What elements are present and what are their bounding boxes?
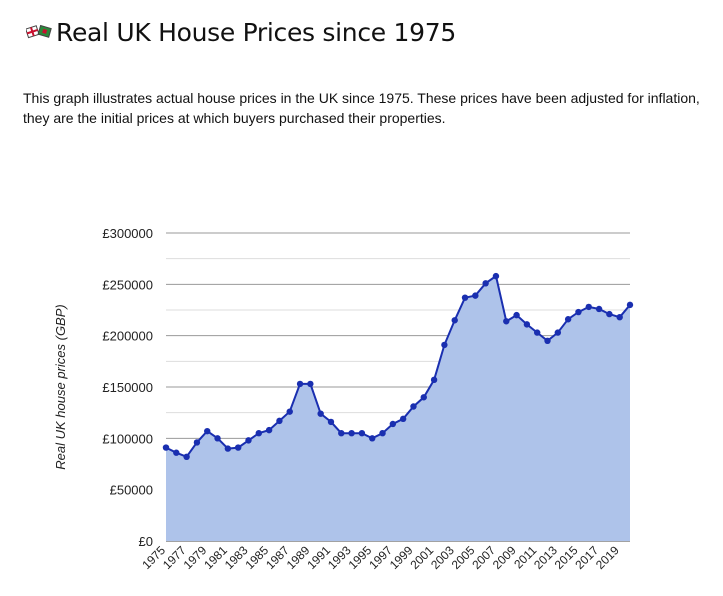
data-point [492, 272, 500, 280]
data-point [348, 430, 355, 437]
description-line-1: This graph illustrates actual house pric… [23, 90, 700, 106]
description-line-2: they are the initial prices at which buy… [23, 110, 446, 126]
data-point [317, 410, 324, 417]
data-point [472, 292, 479, 299]
data-point [265, 426, 273, 434]
page-description: This graph illustrates actual house pric… [23, 88, 723, 128]
data-point [451, 317, 458, 324]
y-tick-label: £250000 [102, 277, 153, 292]
data-point [420, 394, 427, 401]
house-price-chart: £0 £50000 £100000 £150000 £200000 £250000 £300… [53, 226, 634, 572]
data-point [523, 321, 531, 328]
data-point [369, 435, 376, 442]
data-point [585, 303, 592, 311]
data-point [430, 376, 438, 384]
y-axis-label: Real UK house prices (GBP) [53, 304, 68, 469]
data-point [626, 301, 634, 309]
data-point [399, 415, 407, 423]
x-tick-label: 2019 [593, 543, 622, 572]
data-point [193, 439, 201, 446]
data-point [606, 310, 613, 318]
page-title: Real UK House Prices since 1975 [56, 17, 456, 47]
data-point [162, 444, 170, 451]
data-point [183, 453, 190, 461]
data-point [441, 341, 448, 349]
price-area-fill [166, 276, 630, 541]
data-point [503, 318, 510, 325]
data-point [534, 329, 541, 336]
data-point [204, 427, 211, 435]
data-point [234, 444, 242, 451]
data-point [224, 445, 232, 452]
data-point [286, 408, 293, 415]
y-axis-tick-labels: £0 £50000 £100000 £150000 £200000 £250000 £300… [102, 226, 153, 549]
data-point [554, 329, 562, 336]
data-point [461, 294, 469, 301]
data-point [482, 280, 489, 287]
price-line [165, 274, 631, 459]
data-point [307, 380, 314, 388]
uk-gb-flags-logo-icon [26, 24, 52, 39]
y-tick-label: £200000 [102, 329, 153, 344]
data-point [214, 435, 221, 442]
data-point [358, 430, 366, 437]
data-point [389, 420, 397, 428]
data-point [575, 308, 582, 316]
x-axis-tick-labels: 1975197719791981198319851987198919911993… [139, 543, 622, 572]
data-point [245, 437, 252, 444]
data-point [513, 311, 520, 319]
data-point [410, 403, 417, 410]
data-point [255, 430, 262, 437]
y-tick-label: £50000 [110, 483, 153, 498]
data-point [595, 305, 603, 313]
data-point [616, 313, 623, 321]
y-tick-label: £300000 [102, 226, 153, 241]
data-point [544, 337, 551, 344]
data-point [327, 418, 335, 426]
price-data-points [162, 272, 634, 461]
data-point [296, 380, 304, 388]
y-tick-label: £150000 [102, 380, 153, 395]
data-point [564, 316, 572, 323]
y-tick-label: £0 [139, 534, 153, 549]
data-point [379, 430, 386, 437]
y-tick-label: £100000 [102, 431, 153, 446]
data-point [276, 417, 283, 425]
data-point [173, 449, 180, 456]
data-point [338, 430, 345, 437]
page-header: Real UK House Prices since 1975 [26, 14, 456, 50]
